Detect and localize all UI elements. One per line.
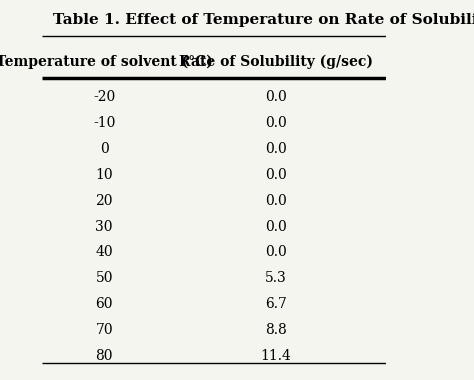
Text: 30: 30 bbox=[95, 220, 113, 234]
Text: 0.0: 0.0 bbox=[265, 245, 287, 260]
Text: 0.0: 0.0 bbox=[265, 116, 287, 130]
Text: 0.0: 0.0 bbox=[265, 220, 287, 234]
Text: -10: -10 bbox=[93, 116, 116, 130]
Text: 10: 10 bbox=[95, 168, 113, 182]
Text: 0: 0 bbox=[100, 142, 109, 156]
Text: Rate of Solubility (g/sec): Rate of Solubility (g/sec) bbox=[179, 55, 373, 70]
Text: 40: 40 bbox=[95, 245, 113, 260]
Text: 60: 60 bbox=[95, 297, 113, 311]
Text: 20: 20 bbox=[95, 194, 113, 208]
Text: 70: 70 bbox=[95, 323, 113, 337]
Text: 5.3: 5.3 bbox=[265, 271, 287, 285]
Text: 8.8: 8.8 bbox=[265, 323, 287, 337]
Text: -20: -20 bbox=[93, 90, 115, 105]
Text: 0.0: 0.0 bbox=[265, 142, 287, 156]
Text: 0.0: 0.0 bbox=[265, 90, 287, 105]
Text: 0.0: 0.0 bbox=[265, 194, 287, 208]
Text: 50: 50 bbox=[95, 271, 113, 285]
Text: 6.7: 6.7 bbox=[265, 297, 287, 311]
Text: 11.4: 11.4 bbox=[261, 349, 292, 363]
Text: Table 1. Effect of Temperature on Rate of Solubility.: Table 1. Effect of Temperature on Rate o… bbox=[53, 13, 474, 27]
Text: 80: 80 bbox=[95, 349, 113, 363]
Text: Temperature of solvent (°C): Temperature of solvent (°C) bbox=[0, 55, 213, 70]
Text: 0.0: 0.0 bbox=[265, 168, 287, 182]
